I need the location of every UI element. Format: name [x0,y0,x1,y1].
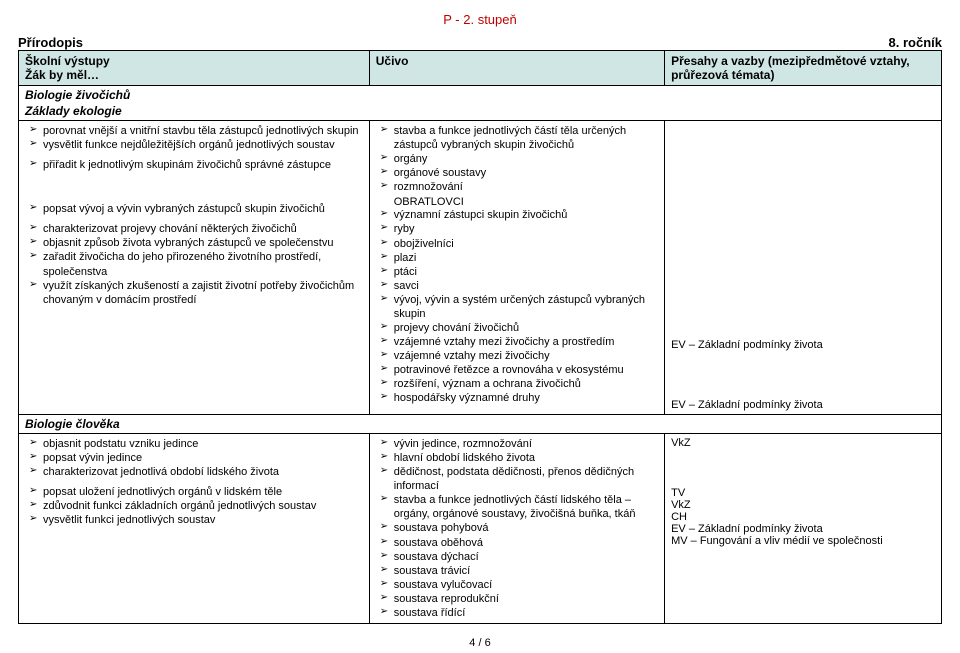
list-item: zdůvodnit funkci základních orgánů jedno… [29,499,363,513]
list-item: plazi [380,251,658,265]
list-item: přiřadit k jednotlivým skupinám živočich… [29,158,363,172]
list-item: objasnit podstatu vzniku jedince [29,437,363,451]
list-item: stavba a funkce jednotlivých částí lidsk… [380,493,658,521]
table-header-row: Školní výstupy Žák by měl… Učivo Přesahy… [19,51,942,86]
subject-row: Přírodopis 8. ročník [18,35,942,50]
subject-right: 8. ročník [889,35,942,50]
cross-text: MV – Fungování a vliv médií ve společnos… [671,535,935,547]
list-item: obojživelníci [380,237,658,251]
content-list: vývin jedince, rozmnožování hlavní obdob… [376,437,658,493]
outcome-list: popsat uložení jednotlivých orgánů v lid… [25,485,363,527]
outcome-list: přiřadit k jednotlivým skupinám živočich… [25,158,363,172]
list-item: dědičnost, podstata dědičnosti, přenos d… [380,465,658,493]
list-item: vývin jedince, rozmnožování [380,437,658,451]
list-item: soustava dýchací [380,550,658,564]
content-row-human: objasnit podstatu vzniku jedince popsat … [19,434,942,624]
cross-text: TV [671,487,935,499]
list-item: projevy chování živočichů [380,321,658,335]
list-item: potravinové řetězce a rovnováha v ekosys… [380,363,658,377]
content-list: stavba a funkce jednotlivých částí těla … [376,124,658,194]
list-item: vývoj, vývin a systém určených zástupců … [380,293,658,321]
col-header-cross: Přesahy a vazby (mezipředmětové vztahy, … [665,51,942,86]
list-item: soustava reprodukční [380,592,658,606]
subject-left: Přírodopis [18,35,83,50]
section-title-zaklady-ekologie: Základy ekologie [19,102,941,120]
cross-text: EV – Základní podmínky života [671,399,935,411]
outcomes-cell-human: objasnit podstatu vzniku jedince popsat … [19,434,370,624]
list-item: hospodářsky významné druhy [380,391,658,405]
content-list: významní zástupci skupin živočichů ryby … [376,208,658,292]
section-row-bio-zivocichu: Biologie živočichů Základy ekologie [19,86,942,121]
outcome-list: porovnat vnější a vnitřní stavbu těla zá… [25,124,363,152]
cross-text: CH [671,511,935,523]
col-header-content: Učivo [369,51,664,86]
outcome-list: popsat vývoj a vývin vybraných zástupců … [25,202,363,216]
list-item: stavba a funkce jednotlivých částí těla … [380,124,658,152]
content-list: projevy chování živočichů vzájemné vztah… [376,321,658,405]
list-item: zařadit živočicha do jeho přirozeného ži… [29,250,363,278]
cross-cell-animals: EV – Základní podmínky života EV – Zákla… [665,121,942,415]
list-item: orgánové soustavy [380,166,658,180]
page-number: 4 / 6 [0,637,960,649]
cross-text: EV – Základní podmínky života [671,523,935,535]
list-item: objasnit způsob života vybraných zástupc… [29,236,363,250]
list-item: vzájemné vztahy mezi živočichy [380,349,658,363]
list-item: charakterizovat jednotlivá období lidské… [29,465,363,479]
list-item: vysvětlit funkce nejdůležitějších orgánů… [29,138,363,152]
list-item: porovnat vnější a vnitřní stavbu těla zá… [29,124,363,138]
list-item: významní zástupci skupin živočichů [380,208,658,222]
list-item: soustava řídící [380,606,658,620]
list-item: orgány [380,152,658,166]
list-item: rozmnožování [380,180,658,194]
outcomes-cell-animals: porovnat vnější a vnitřní stavbu těla zá… [19,121,370,415]
col-header-outcomes: Školní výstupy Žák by měl… [19,51,370,86]
list-item: ptáci [380,265,658,279]
list-item: hlavní období lidského života [380,451,658,465]
list-item: soustava vylučovací [380,578,658,592]
list-item: popsat uložení jednotlivých orgánů v lid… [29,485,363,499]
content-row-animals: porovnat vnější a vnitřní stavbu těla zá… [19,121,942,415]
list-item: soustava trávicí [380,564,658,578]
curriculum-table: Školní výstupy Žák by měl… Učivo Přesahy… [18,50,942,624]
outcome-list: charakterizovat projevy chování některýc… [25,222,363,306]
list-item: popsat vývin jedince [29,451,363,465]
col3-title-line2: průřezová témata) [671,68,774,82]
content-list: stavba a funkce jednotlivých částí lidsk… [376,493,658,620]
cross-text: VkZ [671,437,935,449]
col3-title-line1: Přesahy a vazby (mezipředmětové vztahy, [671,54,910,68]
list-item: využít získaných zkušeností a zajistit ž… [29,279,363,307]
list-item: soustava pohybová [380,521,658,535]
list-item: savci [380,279,658,293]
list-item: ryby [380,222,658,236]
cross-text: VkZ [671,499,935,511]
col1-title-line2: Žák by měl… [25,68,99,82]
section-title-bio-cloveka: Biologie člověka [19,415,941,433]
content-cell-animals: stavba a funkce jednotlivých částí těla … [369,121,664,415]
list-item: charakterizovat projevy chování některýc… [29,222,363,236]
list-item: popsat vývoj a vývin vybraných zástupců … [29,202,363,216]
content-list: vývoj, vývin a systém určených zástupců … [376,293,658,321]
col1-title-line1: Školní výstupy [25,54,110,68]
list-item: rozšíření, význam a ochrana živočichů [380,377,658,391]
list-item: vzájemné vztahy mezi živočichy a prostře… [380,335,658,349]
list-item: soustava oběhová [380,536,658,550]
content-cell-human: vývin jedince, rozmnožování hlavní obdob… [369,434,664,624]
obratlovci-label: OBRATLOVCI [376,196,658,208]
list-item: vysvětlit funkci jednotlivých soustav [29,513,363,527]
page-header: P - 2. stupeň [18,12,942,27]
cross-text: EV – Základní podmínky života [671,339,935,351]
outcome-list: objasnit podstatu vzniku jedince popsat … [25,437,363,479]
section-row-bio-cloveka: Biologie člověka [19,415,942,434]
cross-cell-human: VkZ TV VkZ CH EV – Základní podmínky živ… [665,434,942,624]
